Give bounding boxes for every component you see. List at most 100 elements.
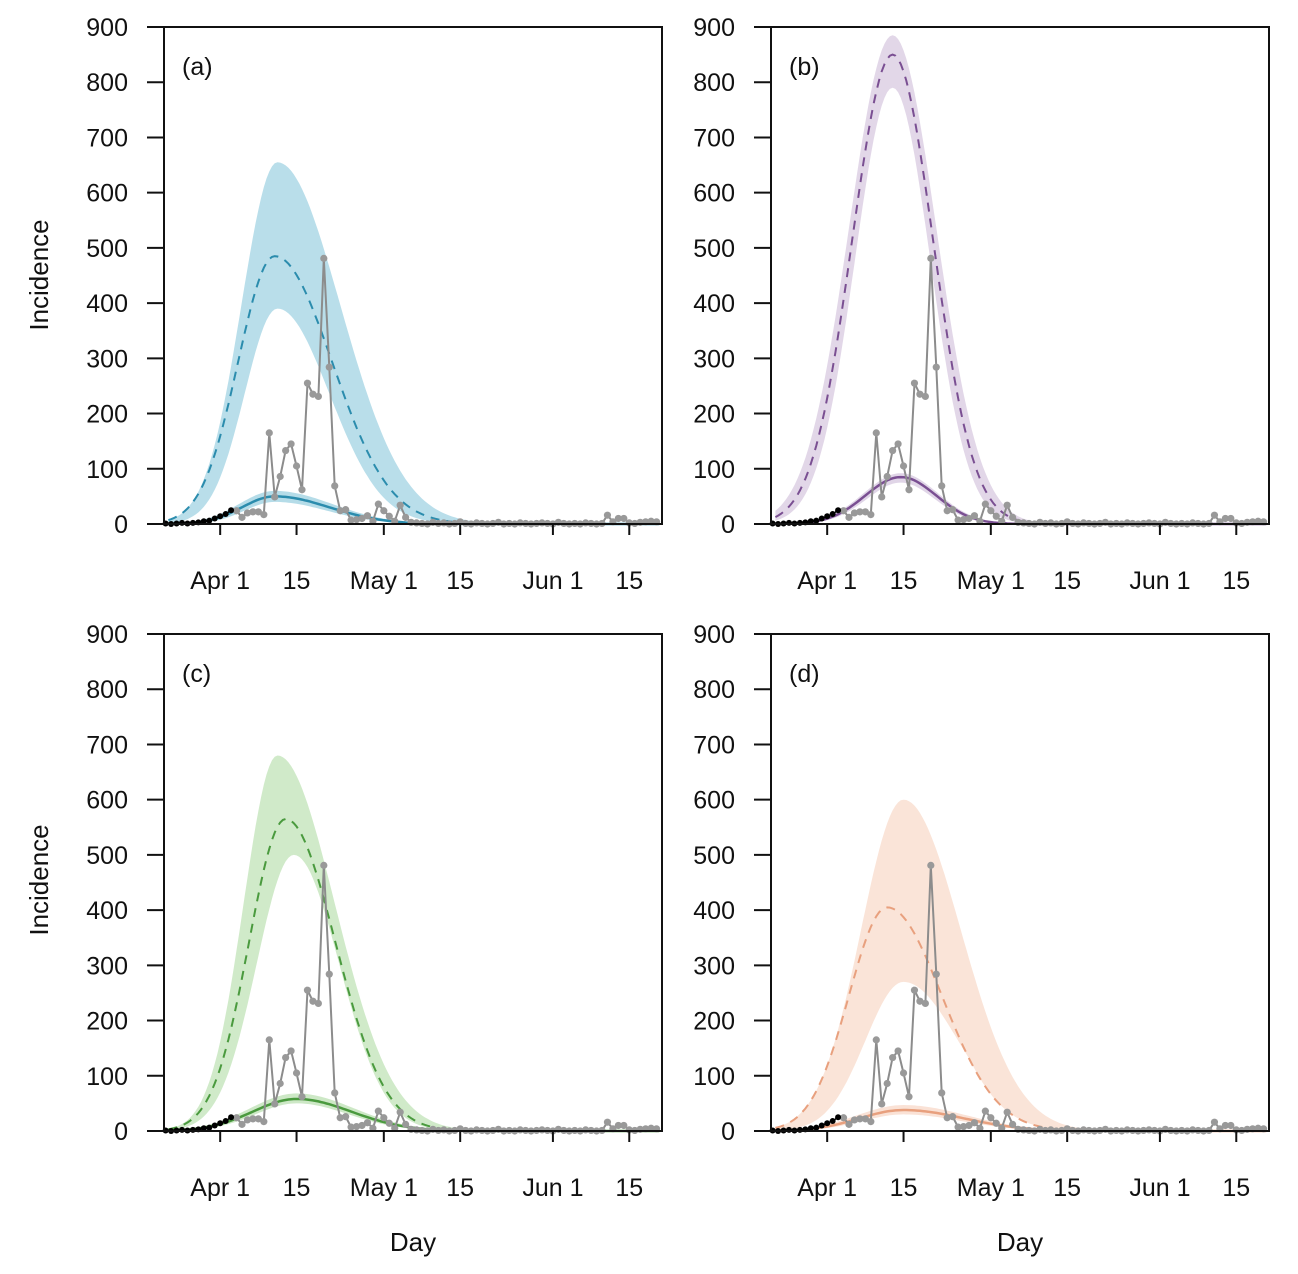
observed-point: [932, 363, 940, 371]
early-observed-point: [824, 1120, 831, 1127]
early-observed-point: [807, 518, 814, 525]
early-observed-point: [200, 518, 207, 525]
observed-point: [358, 1121, 366, 1130]
y-tick-label: 600: [693, 180, 735, 208]
observed-point: [614, 514, 622, 523]
observed-point: [954, 516, 962, 524]
dashed-model-band: [168, 162, 660, 525]
observed-point: [325, 970, 333, 978]
y-tick-label: 900: [693, 14, 735, 42]
observed-point: [916, 390, 924, 398]
panel-a: 0 100 200 300 400 500 600 700 800 900 Apr 1 15 May 1…: [86, 14, 663, 595]
observed-point: [910, 379, 919, 387]
observed-point: [916, 997, 924, 1005]
x-tick-label: 15: [615, 1174, 643, 1202]
x-axis-label-left: Day: [390, 1227, 436, 1257]
y-tick-label: 600: [86, 180, 128, 208]
early-observed-point: [835, 1114, 842, 1121]
observed-point: [921, 392, 929, 401]
y-tick-label: 0: [114, 1118, 128, 1146]
x-tick-label: Jun 1: [1129, 567, 1190, 595]
observed-point: [899, 462, 908, 470]
y-tick-label: 300: [693, 345, 735, 373]
x-tick-label: May 1: [350, 567, 418, 595]
observed-point: [276, 472, 284, 481]
observed-point: [232, 1114, 241, 1122]
observed-point: [336, 1114, 344, 1122]
observed-point: [260, 511, 268, 519]
observed-point: [1227, 514, 1235, 523]
x-tick-label: 15: [1222, 567, 1250, 595]
early-observed-point: [217, 513, 224, 520]
observed-point: [921, 999, 929, 1008]
y-tick-label: 200: [86, 401, 128, 429]
x-tick-label: 15: [1053, 567, 1081, 595]
y-axis-label-top: Incidence: [24, 219, 54, 330]
x-tick-label: 15: [446, 567, 474, 595]
y-tick-label: 800: [86, 69, 128, 97]
early-observed-point: [829, 511, 836, 518]
observed-point: [861, 508, 869, 516]
x-tick-label: Apr 1: [797, 1174, 857, 1202]
observed-point: [1221, 514, 1229, 523]
observed-point: [981, 1107, 989, 1115]
early-observed-point: [835, 507, 842, 514]
observed-point: [287, 440, 295, 448]
observed-point: [320, 861, 328, 869]
x-tick-label: May 1: [957, 567, 1025, 595]
observed-point: [303, 379, 312, 387]
observed-line: [235, 865, 657, 1133]
observed-point: [1009, 1120, 1017, 1128]
observed-point: [374, 1107, 382, 1115]
y-tick-label: 200: [86, 1008, 128, 1036]
y-axis-label-bottom: Incidence: [24, 824, 54, 935]
observed-point: [981, 500, 989, 508]
observed-point: [878, 493, 886, 501]
observed-point: [867, 511, 875, 519]
observed-point: [309, 390, 317, 398]
observed-point: [265, 1036, 273, 1044]
observed-point: [342, 1113, 350, 1121]
y-tick-label: 0: [721, 1118, 735, 1146]
y-tick-label: 500: [86, 235, 128, 263]
observed-point: [1003, 501, 1011, 509]
observed-point: [238, 1120, 246, 1128]
observed-point: [927, 861, 935, 869]
observed-point: [992, 1119, 1000, 1127]
observed-point: [970, 512, 979, 520]
observed-point: [987, 507, 995, 515]
early-observed-point: [807, 1125, 814, 1132]
observed-point: [943, 507, 951, 515]
observed-point: [867, 1118, 875, 1126]
early-observed-point: [211, 515, 218, 522]
solid-model-band: [168, 490, 660, 524]
early-observed-point: [222, 1118, 229, 1125]
observed-point: [260, 1118, 268, 1126]
observed-point: [861, 1115, 869, 1123]
panel-b: 0 100 200 300 400 500 600 700 800 900 Apr 1 15 May 1…: [693, 14, 1270, 595]
observed-point: [347, 516, 355, 524]
observed-point: [249, 508, 257, 516]
observed-point: [336, 507, 344, 515]
observed-point: [380, 1114, 388, 1122]
y-tick-label: 800: [693, 676, 735, 704]
observed-point: [938, 1089, 946, 1097]
observed-point: [314, 999, 322, 1008]
observed-point: [303, 986, 312, 994]
y-tick-label: 400: [693, 897, 735, 925]
y-tick-label: 400: [693, 290, 735, 318]
observed-point: [276, 1079, 284, 1088]
y-tick-label: 800: [86, 676, 128, 704]
y-tick-label: 100: [693, 456, 735, 484]
plot-frame: [770, 633, 1270, 1132]
observed-point: [358, 514, 366, 523]
x-tick-label: 15: [890, 1174, 918, 1202]
observed-point: [927, 254, 935, 262]
observed-point: [271, 493, 279, 501]
observed-point: [271, 1100, 279, 1108]
observed-point: [1210, 1118, 1219, 1126]
x-tick-label: Jun 1: [522, 567, 583, 595]
early-observed-point: [829, 1118, 836, 1125]
observed-point: [385, 512, 393, 520]
observed-point: [363, 512, 372, 520]
